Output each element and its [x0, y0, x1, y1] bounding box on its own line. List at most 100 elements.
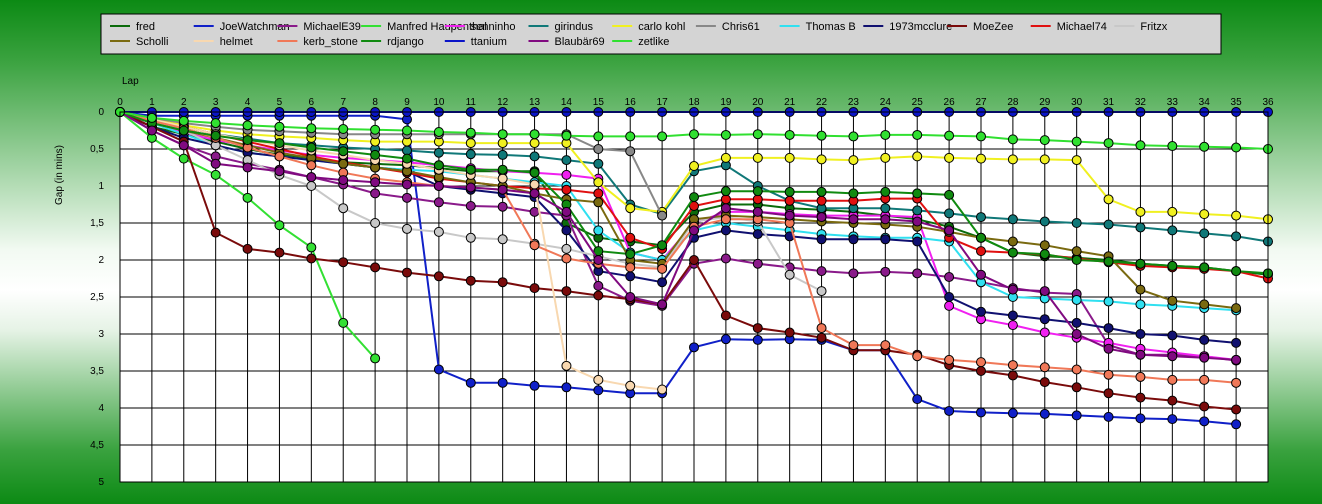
data-point	[976, 212, 986, 223]
data-point	[402, 179, 412, 190]
data-point	[178, 125, 189, 136]
data-point	[306, 160, 317, 171]
data-point	[593, 225, 604, 236]
data-point	[625, 292, 636, 302]
data-point	[1135, 329, 1146, 339]
x-tick-label: 5	[277, 97, 283, 108]
data-point	[1071, 382, 1082, 393]
data-point	[529, 380, 540, 391]
data-point	[274, 151, 285, 162]
data-point	[338, 317, 349, 328]
data-point	[880, 203, 891, 214]
x-tick-label: 29	[1039, 97, 1051, 108]
data-point	[1103, 296, 1114, 307]
data-point	[1167, 225, 1178, 236]
data-point	[1199, 141, 1210, 152]
data-point	[1199, 228, 1210, 239]
data-point	[497, 184, 508, 195]
data-point	[210, 118, 221, 129]
data-point	[880, 214, 891, 225]
y-tick-label: 0,5	[90, 144, 104, 155]
data-point	[465, 200, 476, 211]
series-rdjango	[115, 107, 1273, 279]
y-tick-label: 1,5	[90, 218, 104, 229]
x-tick-label: 9	[404, 97, 410, 108]
data-point	[625, 131, 636, 142]
plot-border	[119, 111, 1269, 483]
data-point	[465, 138, 476, 149]
data-point	[720, 129, 731, 140]
data-point	[338, 175, 349, 186]
data-point	[1135, 349, 1146, 360]
data-point	[816, 130, 827, 141]
data-point	[465, 164, 476, 175]
data-point	[1135, 206, 1146, 217]
data-point	[242, 120, 253, 131]
data-point	[593, 177, 604, 188]
data-point	[433, 364, 444, 375]
data-point	[1231, 377, 1242, 388]
data-point	[1199, 262, 1210, 273]
series-line	[119, 111, 1237, 411]
data-point	[1231, 404, 1242, 415]
x-tick-label: 21	[784, 97, 796, 108]
data-point	[689, 225, 699, 236]
data-point	[1039, 240, 1050, 251]
data-point	[561, 169, 572, 180]
data-point	[561, 360, 572, 371]
data-point	[402, 267, 412, 278]
data-point	[720, 334, 731, 345]
data-point	[497, 377, 508, 388]
legend-entry: carlo kohl	[638, 21, 685, 33]
data-point	[720, 186, 731, 197]
data-point	[752, 152, 763, 163]
data-point	[465, 232, 476, 243]
data-point	[402, 223, 412, 234]
legend-entry: Blaubär69	[555, 36, 605, 48]
data-point	[1039, 377, 1050, 388]
data-point	[242, 135, 253, 146]
data-point	[1007, 154, 1018, 165]
data-point	[497, 138, 508, 149]
data-point	[976, 232, 986, 243]
data-point	[1007, 247, 1018, 258]
data-point	[880, 234, 891, 245]
data-point	[529, 151, 540, 162]
data-point	[1167, 141, 1178, 152]
data-point	[912, 129, 923, 140]
data-point	[593, 280, 604, 291]
data-point	[1103, 369, 1114, 380]
x-tick-label: 25	[912, 97, 924, 108]
data-point	[497, 277, 508, 288]
y-tick-label: 2	[98, 255, 104, 266]
data-point	[593, 188, 604, 199]
data-point	[976, 153, 986, 164]
data-point	[1007, 134, 1018, 145]
x-tick-label: 26	[944, 97, 956, 108]
data-point	[497, 129, 508, 140]
data-point	[561, 286, 572, 297]
data-point	[848, 340, 859, 351]
data-point	[784, 152, 795, 163]
data-point	[944, 272, 955, 283]
data-point	[944, 152, 955, 163]
x-tick-label: 4	[245, 97, 251, 108]
data-point	[306, 142, 317, 153]
x-tick-label: 8	[372, 97, 378, 108]
data-point	[1135, 140, 1146, 151]
data-point	[689, 342, 699, 353]
data-point	[880, 186, 891, 197]
data-point	[1231, 419, 1242, 430]
data-point	[274, 247, 285, 258]
data-point	[944, 208, 955, 219]
data-point	[1199, 352, 1210, 363]
series-line	[119, 111, 1237, 426]
data-point	[593, 385, 604, 396]
data-point	[561, 382, 572, 393]
data-point	[146, 125, 157, 136]
data-point	[1071, 246, 1082, 257]
data-point	[370, 149, 381, 160]
data-point	[689, 129, 699, 140]
data-point	[848, 234, 859, 245]
